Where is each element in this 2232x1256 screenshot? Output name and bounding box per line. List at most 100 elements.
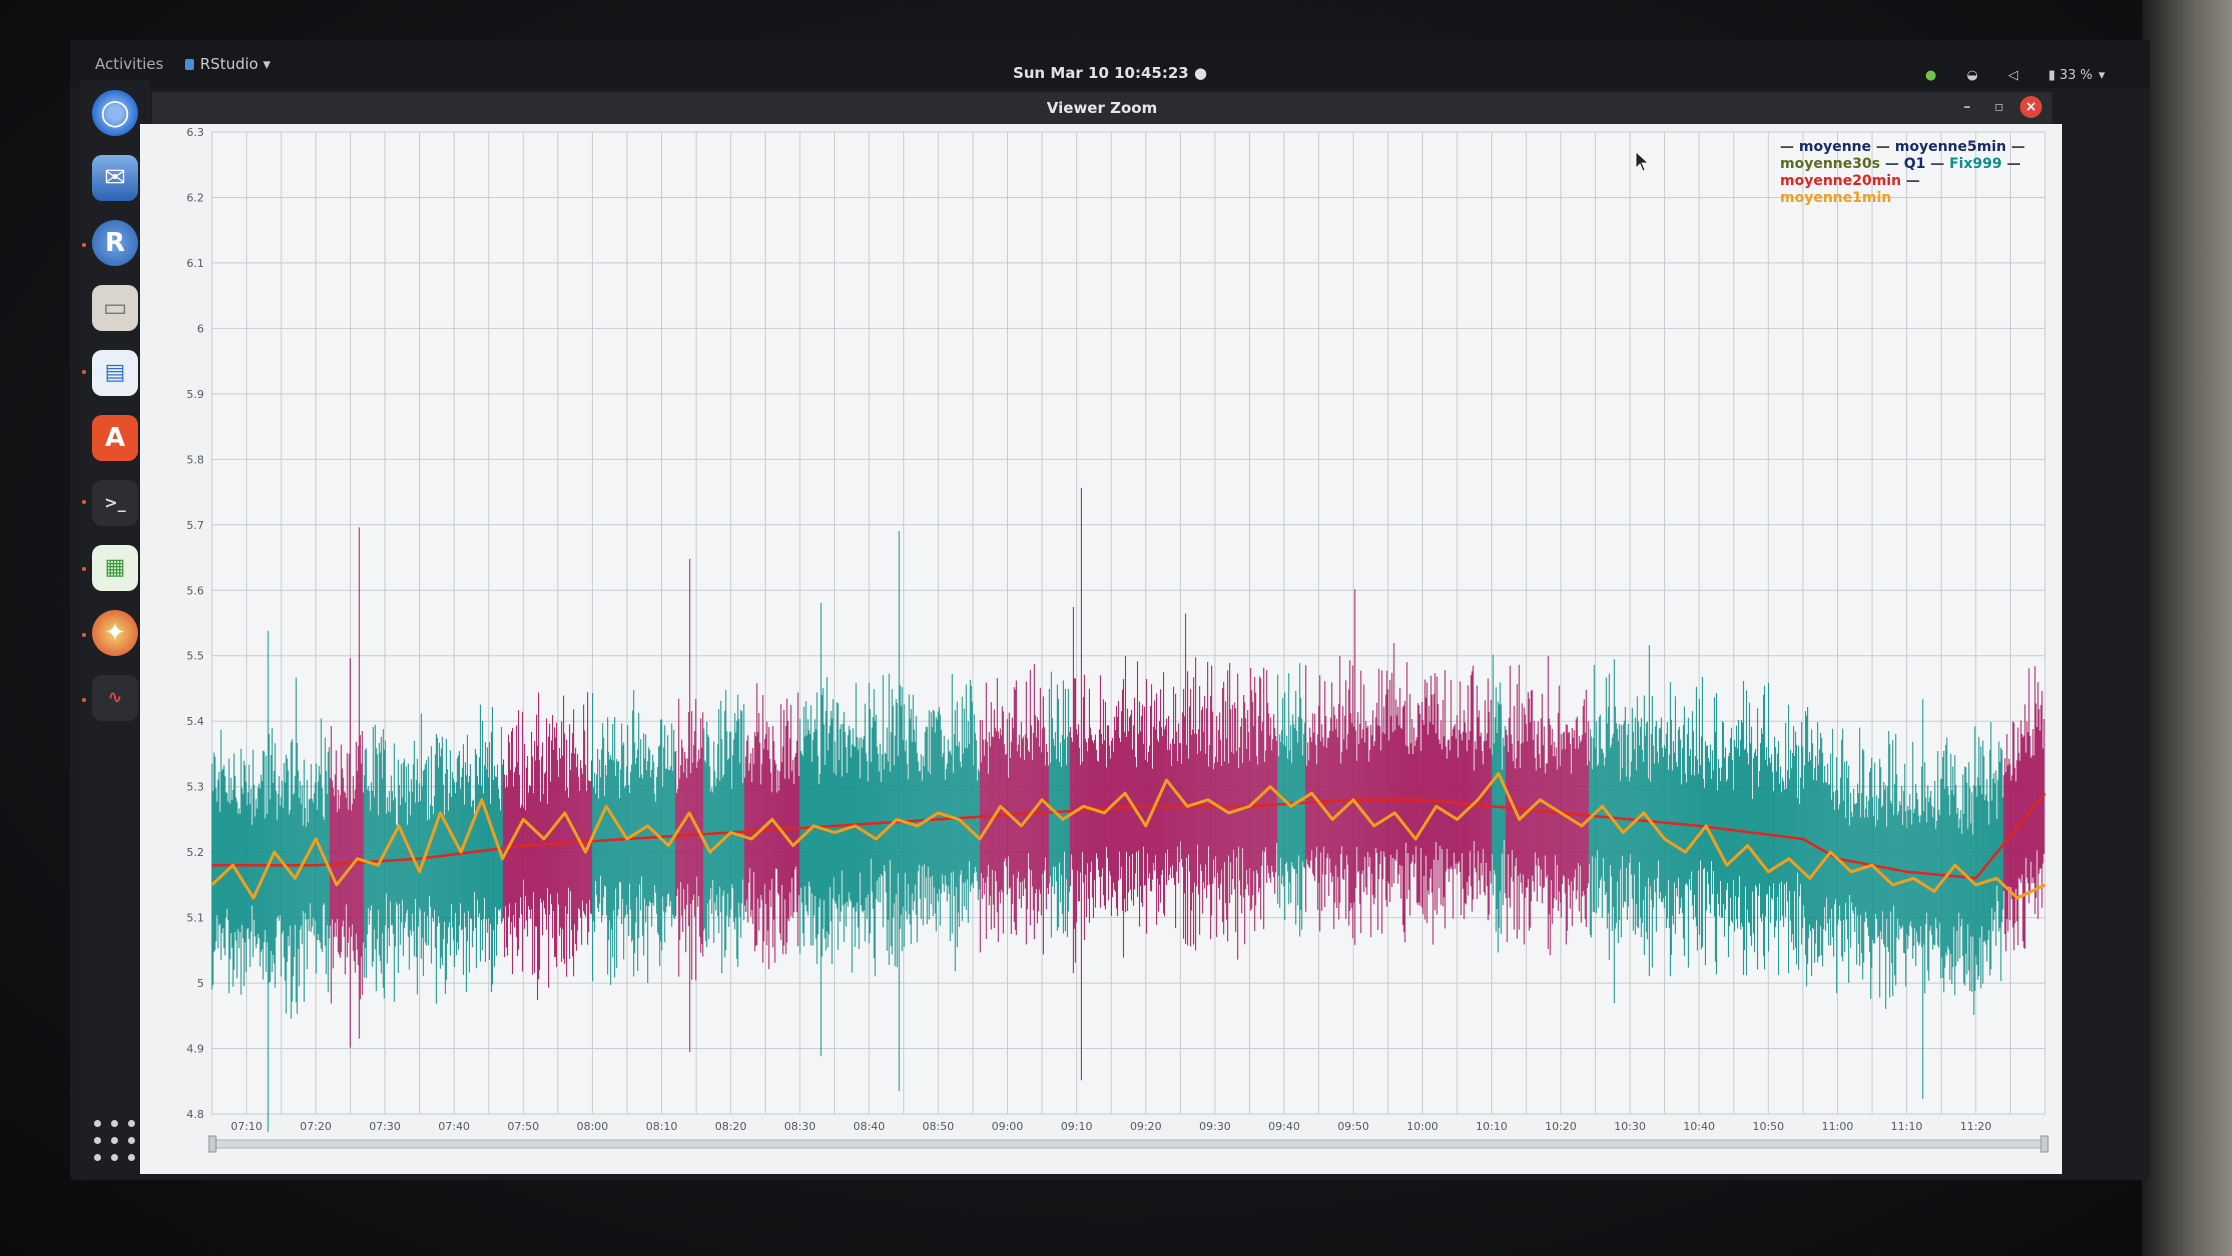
software-center-icon[interactable]: A [92, 415, 138, 461]
y-tick-label: 5.3 [187, 781, 205, 794]
x-tick-label: 11:10 [1891, 1120, 1923, 1133]
show-applications-icon[interactable] [94, 1120, 136, 1162]
dock: ◯ ✉ R ▭ ▤ A >_ ▦ ✦ ∿ [80, 80, 150, 1162]
y-tick-label: 5.5 [187, 650, 205, 663]
r-icon[interactable]: R [92, 220, 138, 266]
legend-entry-moyenne20min[interactable]: moyenne20min [1780, 173, 1901, 189]
wifi-icon: ◒ [1966, 68, 1978, 83]
legend-dash: — [1925, 156, 1944, 172]
legend-dash: — [2002, 156, 2021, 172]
battery-level: 33 % [2059, 68, 2093, 83]
x-tick-label: 08:00 [577, 1120, 609, 1133]
y-tick-label: 5.4 [187, 715, 205, 728]
activities-button[interactable]: Activities [95, 55, 164, 73]
thunderbird-icon[interactable]: ✉ [92, 155, 138, 201]
y-tick-label: 4.8 [187, 1108, 205, 1121]
x-tick-label: 09:20 [1130, 1120, 1162, 1133]
running-indicator [82, 370, 86, 374]
legend-row: moyenne1min [1780, 190, 1891, 206]
signal-series [211, 487, 2045, 1132]
legend-row: — moyenne — moyenne5min — [1780, 139, 2025, 155]
system-tray[interactable]: ● ◒ ◁ ▮ 33 % ▾ [1899, 68, 2105, 83]
x-tick-label: 11:20 [1960, 1120, 1992, 1133]
plot-area [211, 131, 2046, 1115]
clock[interactable]: Sun Mar 10 10:45:23 ● [1012, 64, 1208, 82]
series-line-moyenne1min [210, 772, 2046, 900]
range-slider-handle-left [208, 1135, 217, 1153]
mouse-cursor-icon [1635, 151, 1650, 172]
legend-dash: — [1880, 156, 1899, 172]
x-tick-label: 08:20 [715, 1120, 747, 1133]
x-tick-label: 10:50 [1752, 1120, 1784, 1133]
y-tick-label: 6.2 [187, 191, 205, 204]
x-tick-label: 07:50 [507, 1120, 539, 1133]
legend: — moyenne — moyenne5min — moyenne30s — Q… [1780, 139, 2025, 206]
running-indicator [82, 633, 86, 637]
x-tick-label: 09:50 [1337, 1120, 1369, 1133]
y-tick-label: 6.1 [187, 257, 205, 270]
legend-dash: — [1871, 139, 1890, 155]
x-tick-label: 07:40 [438, 1120, 470, 1133]
calc-icon[interactable]: ▦ [92, 545, 138, 591]
battery-icon: ▮ [2048, 68, 2056, 83]
running-indicator [82, 500, 86, 504]
running-indicator [82, 567, 86, 571]
y-tick-label: 6 [197, 322, 204, 335]
close-button[interactable]: × [2020, 96, 2042, 118]
x-tick-label: 10:10 [1476, 1120, 1508, 1133]
chromium-icon[interactable]: ◯ [92, 90, 138, 136]
x-tick-label: 08:10 [646, 1120, 678, 1133]
app-icon[interactable]: ✦ [92, 610, 138, 656]
y-tick-label: 5.2 [187, 846, 205, 859]
legend-entry-moyenne30s[interactable]: moyenne30s [1780, 156, 1880, 172]
x-tick-label: 09:10 [1061, 1120, 1093, 1133]
legend-dash: — [1780, 139, 1799, 155]
volume-icon: ◁ [2008, 68, 2019, 83]
window-titlebar[interactable]: Viewer Zoom – ▫ × [152, 92, 2052, 124]
x-tick-label: 07:10 [231, 1120, 263, 1133]
legend-entry-moyenne5min[interactable]: moyenne5min [1895, 139, 2006, 155]
x-tick-label: 09:40 [1268, 1120, 1300, 1133]
x-tick-label: 10:40 [1683, 1120, 1715, 1133]
y-tick-label: 5.7 [187, 519, 205, 532]
x-tick-label: 11:00 [1822, 1120, 1854, 1133]
legend-dash: — [1901, 173, 1920, 189]
viewer-content: 6.3 6.2 6.1 6 5.9 5.8 5.7 5.6 5.5 5.4 5.3 5.2 5.1 5 4.… [140, 124, 2062, 1174]
app-menu-label: RStudio ▾ [200, 55, 271, 73]
x-tick-label: 09:30 [1199, 1120, 1231, 1133]
range-slider-track [211, 1139, 2046, 1149]
legend-entry-Q1[interactable]: Q1 [1904, 156, 1926, 172]
tray-menu-chevron-icon: ▾ [2098, 68, 2105, 83]
x-tick-label: 07:30 [369, 1120, 401, 1133]
y-tick-label: 5.9 [187, 388, 205, 401]
y-tick-label: 5 [197, 977, 204, 990]
window-title: Viewer Zoom [1046, 99, 1158, 117]
legend-entry-moyenne[interactable]: moyenne [1799, 139, 1871, 155]
x-tick-label: 08:30 [784, 1120, 816, 1133]
legend-entry-moyenne1min[interactable]: moyenne1min [1780, 190, 1891, 206]
rstudio-icon [185, 59, 194, 70]
legend-dash: — [2006, 139, 2025, 155]
top-bar: Activities RStudio ▾ Sun Mar 10 10:45:23… [70, 40, 2150, 88]
files-icon[interactable]: ▭ [92, 285, 138, 331]
x-tick-label: 08:40 [853, 1120, 885, 1133]
background-wall [2142, 0, 2232, 1256]
maximize-button[interactable]: ▫ [1994, 99, 2004, 115]
x-tick-label: 08:50 [922, 1120, 954, 1133]
y-tick-label: 4.9 [187, 1043, 205, 1056]
chart[interactable]: 6.3 6.2 6.1 6 5.9 5.8 5.7 5.6 5.5 5.4 5.3 5.2 5.1 5 4.… [140, 124, 2062, 1174]
legend-entry-Fix999[interactable]: Fix999 [1949, 156, 2002, 172]
legend-row: moyenne30s — Q1 — Fix999 — [1780, 156, 2021, 172]
app-menu[interactable]: RStudio ▾ [185, 55, 271, 73]
running-indicator [82, 243, 86, 247]
running-indicator [82, 698, 86, 702]
status-icon: ● [1925, 68, 1937, 83]
writer-icon[interactable]: ▤ [92, 350, 138, 396]
minimize-button[interactable]: – [1963, 99, 1971, 115]
y-tick-label: 5.8 [187, 453, 205, 466]
y-tick-label: 5.6 [187, 584, 205, 597]
terminal-icon[interactable]: >_ [92, 480, 138, 526]
x-tick-label: 09:00 [992, 1120, 1024, 1133]
x-tick-label: 10:20 [1545, 1120, 1577, 1133]
system-monitor-icon[interactable]: ∿ [92, 675, 138, 721]
